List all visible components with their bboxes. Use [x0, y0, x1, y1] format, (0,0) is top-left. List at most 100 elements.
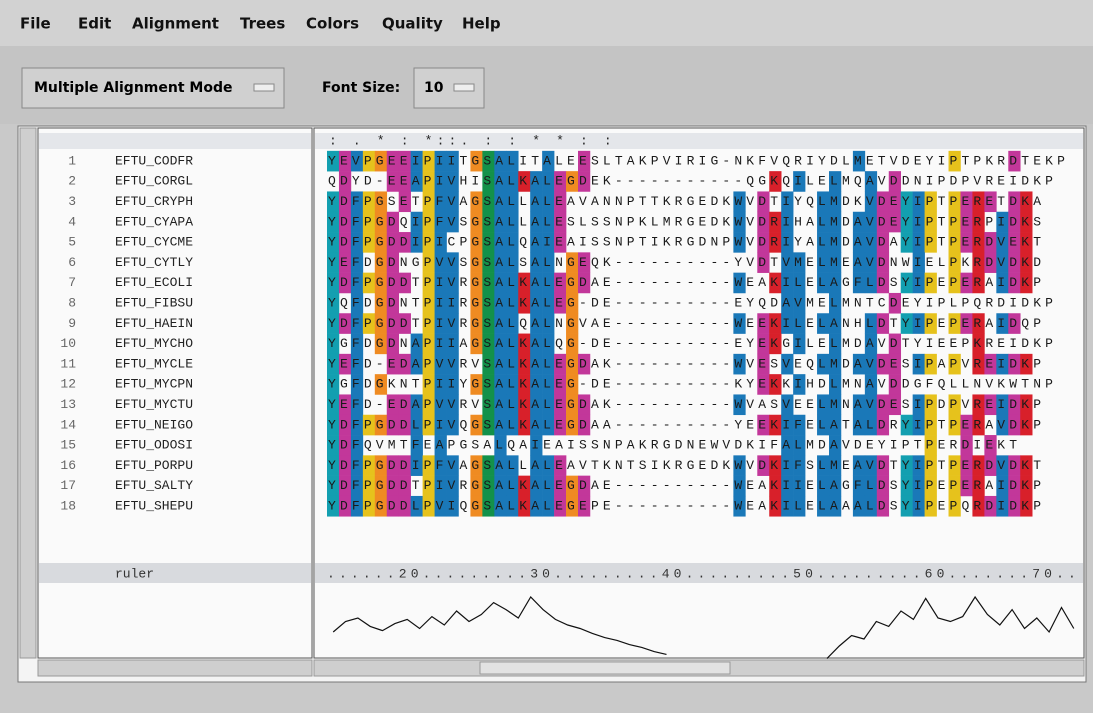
residue-highlight: [327, 211, 340, 233]
residue-highlight: [422, 171, 435, 192]
residue-highlight: [781, 292, 794, 314]
residue-highlight: [506, 333, 519, 355]
scroll-thumb[interactable]: [479, 661, 731, 675]
residue-highlight: [733, 232, 746, 253]
residue-highlight: [350, 232, 364, 253]
residue-highlight: [327, 191, 340, 213]
residue-highlight: [817, 252, 830, 273]
residue-highlight: [733, 455, 746, 476]
residue-highlight: [386, 211, 400, 233]
residue-highlight: [972, 313, 985, 334]
residue-highlight: [781, 191, 794, 213]
residue-highlight: [350, 374, 364, 395]
sequence-number: 12: [60, 377, 76, 392]
residue-highlight: [817, 191, 830, 213]
menu-item[interactable]: Trees: [240, 15, 285, 33]
residue-highlight: [327, 252, 340, 273]
residue-highlight: [434, 455, 447, 476]
residue-highlight: [386, 171, 400, 192]
residue-highlight: [769, 211, 782, 233]
residue-highlight: [422, 495, 435, 517]
residue-highlight: [960, 211, 973, 233]
residue-highlight: [554, 374, 567, 395]
residue-highlight: [386, 333, 400, 355]
residue-highlight: [1008, 252, 1021, 273]
menu-item[interactable]: Quality: [382, 15, 443, 33]
residue-highlight: [506, 171, 519, 192]
residue-highlight: [374, 292, 388, 314]
sequence-name: EFTU_SALTY: [115, 478, 193, 493]
residue-highlight: [327, 455, 340, 476]
horizontal-scrollbar[interactable]: [37, 659, 313, 677]
residue-highlight: [769, 333, 782, 355]
vertical-scrollbar[interactable]: [19, 127, 37, 659]
residue-highlight: [829, 171, 842, 192]
residue-highlight: [996, 475, 1009, 497]
residue-highlight: [566, 333, 579, 355]
residue-highlight: [350, 252, 364, 273]
residue-highlight: [410, 435, 423, 456]
residue-highlight: [446, 211, 459, 233]
mode-button[interactable]: [21, 67, 285, 109]
sequence-residues: YGFDGDNAPIIAGSALKALQG-DE----------EYEKGI…: [328, 336, 1053, 351]
residue-highlight: [338, 353, 352, 375]
residue-highlight: [566, 313, 579, 334]
residue-highlight: [434, 272, 447, 294]
residue-highlight: [876, 211, 890, 233]
residue-highlight: [876, 353, 890, 375]
sequence-number: 2: [68, 174, 76, 189]
residue-highlight: [470, 232, 483, 253]
residue-highlight: [1020, 414, 1033, 436]
residue-highlight: [912, 353, 925, 375]
residue-highlight: [924, 475, 937, 497]
menu-item[interactable]: Alignment: [132, 15, 219, 33]
residue-highlight: [434, 353, 447, 375]
residue-highlight: [733, 211, 746, 233]
residue-highlight: [554, 353, 567, 375]
residue-highlight: [338, 495, 352, 517]
residue-highlight: [578, 252, 591, 273]
residue-highlight: [1008, 414, 1021, 436]
residue-highlight: [422, 252, 435, 273]
menu-item[interactable]: Edit: [78, 15, 111, 33]
residue-highlight: [817, 394, 830, 416]
residue-highlight: [972, 455, 985, 476]
residue-highlight: [386, 252, 400, 273]
residue-highlight: [852, 495, 866, 517]
menu-bar: [0, 0, 1093, 46]
residue-highlight: [566, 475, 579, 497]
residue-highlight: [829, 272, 842, 294]
residue-highlight: [542, 394, 555, 416]
ruler-row: [39, 563, 311, 583]
residue-highlight: [410, 353, 423, 375]
residue-highlight: [829, 353, 842, 375]
residue-highlight: [972, 394, 985, 416]
residue-highlight: [350, 272, 364, 294]
dropdown-icon: [253, 83, 275, 92]
menu-item[interactable]: Colors: [306, 15, 359, 33]
residue-highlight: [984, 394, 997, 416]
menu-item[interactable]: Help: [462, 15, 501, 33]
residue-highlight: [769, 414, 782, 436]
residue-highlight: [781, 495, 794, 517]
residue-highlight: [446, 455, 459, 476]
residue-highlight: [410, 414, 423, 436]
residue-highlight: [422, 191, 435, 213]
residue-highlight: [398, 455, 411, 476]
residue-highlight: [386, 272, 400, 294]
residue-highlight: [530, 232, 543, 253]
residue-highlight: [386, 353, 400, 375]
residue-highlight: [506, 455, 519, 476]
residue-highlight: [817, 272, 830, 294]
residue-highlight: [757, 414, 770, 436]
residue-highlight: [876, 252, 890, 273]
residue-highlight: [506, 475, 519, 497]
residue-highlight: [1008, 150, 1021, 172]
residue-highlight: [733, 272, 746, 294]
residue-highlight: [494, 272, 507, 294]
menu-item[interactable]: File: [20, 15, 51, 33]
residue-highlight: [876, 414, 890, 436]
residue-highlight: [864, 353, 878, 375]
residue-highlight: [434, 150, 447, 172]
residue-highlight: [494, 394, 507, 416]
